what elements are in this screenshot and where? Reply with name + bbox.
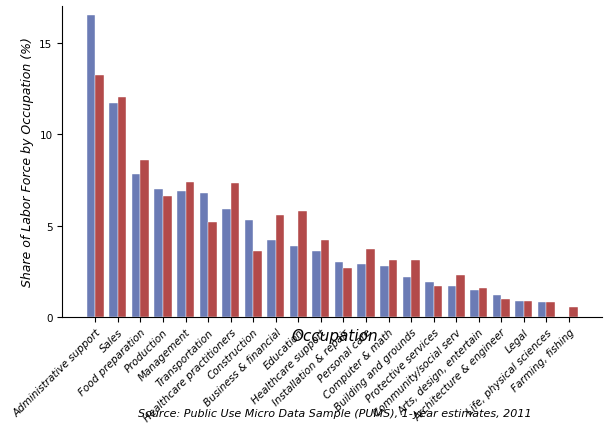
Bar [155,190,163,317]
Bar [200,193,208,317]
Bar [222,209,231,317]
Bar [132,175,141,317]
Bar [569,307,577,317]
Bar [276,215,284,317]
Bar [470,290,479,317]
Bar [186,182,194,317]
Bar [177,191,186,317]
Bar [267,241,276,317]
Bar [538,302,546,317]
Bar [493,295,501,317]
Bar [141,160,149,317]
Text: Occupation: Occupation [292,328,378,343]
Bar [515,301,524,317]
Bar [380,266,389,317]
Bar [245,221,253,317]
Bar [343,268,352,317]
Bar [366,250,375,317]
Bar [208,222,217,317]
Bar [312,252,321,317]
Bar [357,264,366,317]
Bar [479,288,487,317]
Bar [86,16,96,317]
Bar [298,212,307,317]
Bar [96,76,104,317]
Bar [231,184,239,317]
Bar [524,301,532,317]
Bar [448,286,456,317]
Bar [456,275,465,317]
Bar [546,303,555,317]
Bar [110,104,118,317]
Bar [403,277,411,317]
Bar [118,98,127,317]
Bar [335,263,343,317]
Bar [253,252,262,317]
Y-axis label: Share of Labor Force by Occupation (%): Share of Labor Force by Occupation (%) [21,37,33,287]
Bar [290,246,298,317]
Bar [425,283,434,317]
Text: Source: Public Use Micro Data Sample (PUMS), 1-year estimates, 2011: Source: Public Use Micro Data Sample (PU… [138,408,532,418]
Bar [321,241,329,317]
Bar [501,299,510,317]
Bar [411,261,420,317]
Bar [389,261,397,317]
Bar [163,197,172,317]
Bar [434,286,442,317]
